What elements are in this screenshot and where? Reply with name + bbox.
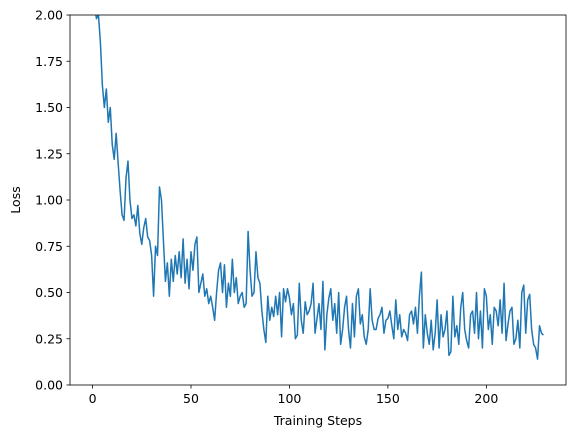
x-tick-label: 200	[474, 391, 498, 406]
y-axis-label: Loss	[8, 186, 23, 213]
y-tick-label: 0.25	[35, 331, 63, 346]
plot-frame	[69, 14, 567, 386]
x-tick-label: 50	[183, 391, 199, 406]
y-tick-label: 0.00	[35, 378, 63, 393]
y-tick-label: 1.25	[35, 146, 63, 161]
x-tick-label: 150	[376, 391, 400, 406]
x-tick-label: 0	[89, 391, 97, 406]
loss-line	[95, 15, 544, 360]
y-tick-label: 2.00	[35, 8, 63, 23]
x-axis-label: Training Steps	[273, 413, 362, 428]
y-tick-label: 0.50	[35, 285, 63, 300]
y-tick-label: 0.75	[35, 239, 63, 254]
y-tick-label: 1.00	[35, 193, 63, 208]
y-tick-label: 1.50	[35, 100, 63, 115]
x-tick-label: 100	[278, 391, 302, 406]
y-tick-label: 1.75	[35, 54, 63, 69]
